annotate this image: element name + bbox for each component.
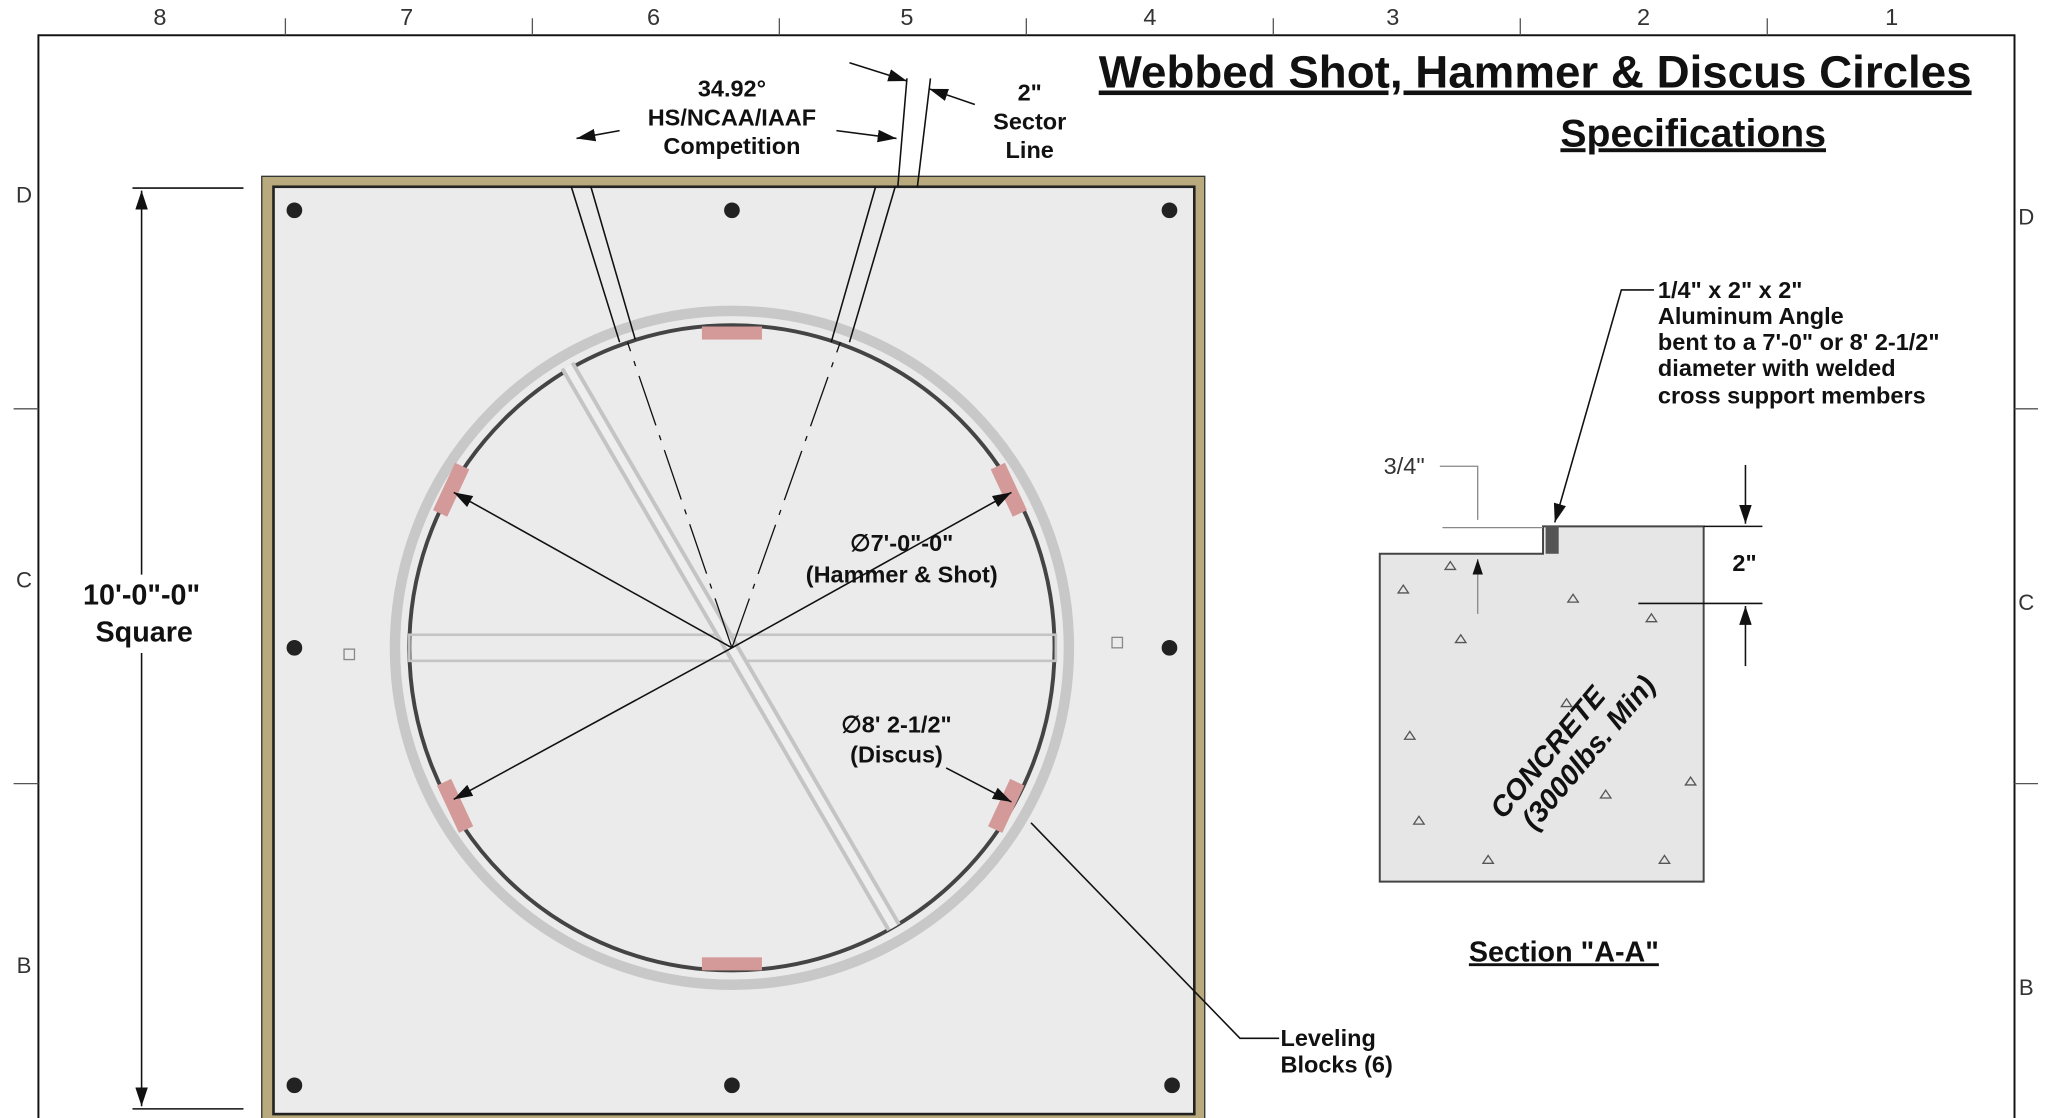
- column-label: 4: [1143, 4, 1156, 30]
- title: Webbed Shot, Hammer & Discus Circles: [1099, 47, 1972, 98]
- leveling-block: [432, 462, 470, 517]
- note: Aluminum Angle: [1658, 303, 1844, 329]
- label: Square: [96, 616, 193, 648]
- subtitle: Specifications: [1560, 112, 1826, 155]
- row-label: D: [2018, 205, 2034, 230]
- dim-line: [453, 647, 733, 801]
- row-label: C: [16, 568, 32, 593]
- dim-line: [849, 61, 908, 82]
- note: bent to a 7'-0" or 8' 2-1/2": [1658, 329, 1940, 355]
- bolts: [286, 202, 1180, 1094]
- column-label: 1: [1885, 4, 1898, 30]
- column-label: 2: [1637, 4, 1650, 30]
- dim-line: [453, 491, 733, 649]
- label: HS/NCAA/IAAF: [648, 104, 816, 130]
- leveling-block: [436, 778, 474, 833]
- label: 10'-0"-0": [83, 580, 200, 612]
- marker: [343, 648, 356, 661]
- label: Blocks (6): [1280, 1051, 1392, 1077]
- leveling-block: [988, 778, 1025, 833]
- label: (Hammer & Shot): [806, 562, 998, 588]
- column-label: 7: [400, 4, 413, 30]
- dim-line: [1439, 465, 1544, 529]
- column-label: 8: [153, 4, 166, 30]
- label: Leveling: [1280, 1025, 1375, 1051]
- plan-view: [261, 78, 1280, 1118]
- row-markers: D D C C B B: [13, 182, 2039, 1000]
- dim-line: [731, 491, 1012, 649]
- section-view: 3/4" 2" 1/4" x 2" x 2" Aluminum Angle be…: [1378, 277, 1940, 968]
- label: Line: [1006, 137, 1054, 163]
- row-label: B: [17, 953, 32, 978]
- label: 2": [1018, 80, 1042, 106]
- row-label: B: [2019, 975, 2034, 1000]
- ext-line: [1638, 525, 1763, 605]
- label: ∅7'-0"-0": [850, 530, 953, 556]
- dim-line: [945, 767, 1012, 803]
- marker: [1111, 636, 1124, 649]
- label: (Discus): [850, 742, 943, 768]
- leveling-block: [701, 957, 762, 971]
- row-label: C: [2018, 590, 2034, 615]
- leveling-block: [990, 462, 1027, 517]
- sector-line: [570, 186, 637, 343]
- note: diameter with welded: [1658, 355, 1896, 381]
- label: Sector: [993, 108, 1066, 134]
- label: 3/4": [1384, 453, 1425, 479]
- sector-centerline: [626, 341, 841, 649]
- label: ∅8' 2-1/2": [841, 712, 951, 738]
- dim-line: [836, 129, 897, 143]
- dim-line: [576, 128, 620, 142]
- column-label: 6: [647, 4, 660, 30]
- note: cross support members: [1658, 383, 1926, 409]
- column-markers: 8 7 6 5 4 3 2 1: [153, 4, 1898, 36]
- leveling-block: [701, 326, 762, 340]
- section-caption: Section "A-A": [1469, 936, 1659, 968]
- dim-line: [928, 88, 976, 106]
- label: Competition: [663, 133, 800, 159]
- aluminum-angle: [1545, 526, 1559, 554]
- ext-line: [132, 187, 244, 1110]
- leader: [1030, 822, 1280, 1040]
- label: 2": [1732, 550, 1756, 576]
- note: 1/4" x 2" x 2": [1658, 277, 1803, 303]
- row-label: D: [16, 182, 32, 207]
- column-label: 5: [900, 4, 913, 30]
- label: 34.92°: [698, 76, 766, 102]
- discus-ring: [389, 305, 1075, 991]
- sector-line: [830, 78, 932, 343]
- leader: [1553, 289, 1655, 523]
- column-label: 3: [1386, 4, 1399, 30]
